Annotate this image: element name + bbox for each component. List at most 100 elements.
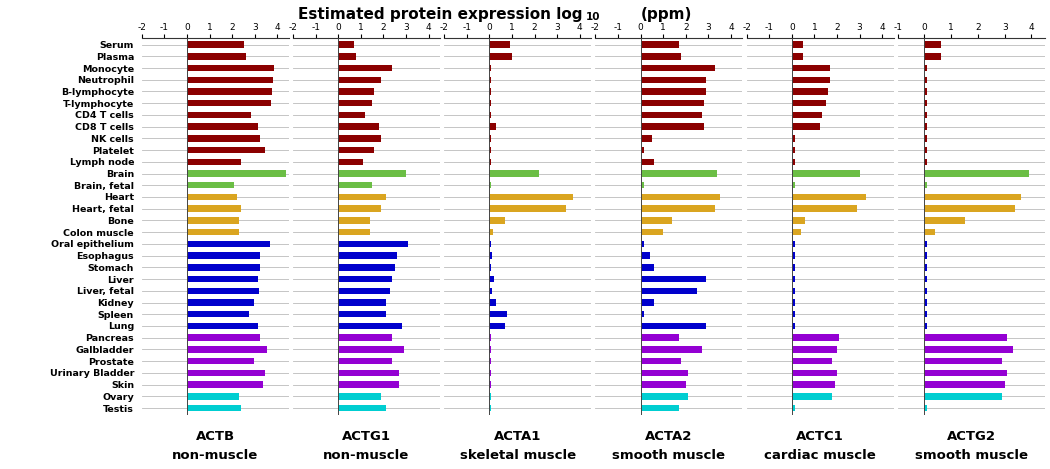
Bar [792, 287, 795, 294]
Bar [489, 299, 497, 306]
Text: ACTB: ACTB [195, 430, 235, 443]
Bar [338, 147, 375, 153]
Bar [640, 112, 701, 118]
Bar [792, 41, 803, 48]
Bar [187, 112, 251, 118]
Bar [640, 170, 717, 177]
Bar [924, 123, 927, 130]
Bar [489, 393, 490, 400]
Bar [338, 100, 372, 106]
Text: ACTA2: ACTA2 [645, 430, 693, 443]
Bar [338, 170, 406, 177]
Bar [489, 334, 490, 341]
Bar [338, 370, 399, 376]
Bar [640, 264, 654, 271]
Bar [187, 170, 287, 177]
Bar [489, 241, 490, 247]
Bar [792, 112, 822, 118]
Bar [489, 159, 490, 165]
Bar [924, 358, 1002, 364]
Bar [489, 182, 490, 189]
Bar [640, 182, 644, 189]
Bar [489, 135, 490, 142]
Bar [640, 311, 644, 318]
Bar [489, 264, 490, 271]
Bar [187, 217, 239, 224]
Bar [338, 393, 381, 400]
Bar [338, 229, 370, 235]
Bar [187, 194, 236, 200]
Bar [187, 393, 239, 400]
Bar [338, 287, 391, 294]
Bar [640, 135, 652, 142]
Bar [338, 159, 363, 165]
Bar [792, 381, 835, 388]
Bar [338, 194, 385, 200]
Bar [924, 370, 1007, 376]
Bar [338, 334, 393, 341]
Bar [924, 182, 927, 189]
Bar [187, 311, 249, 318]
Bar [924, 41, 941, 48]
Bar [187, 41, 244, 48]
Bar [924, 276, 927, 282]
Bar [187, 229, 239, 235]
Bar [187, 252, 260, 259]
Bar [792, 76, 831, 83]
Bar [924, 346, 1012, 353]
Bar [792, 264, 795, 271]
Bar [338, 241, 408, 247]
Bar [924, 147, 927, 153]
Bar [338, 112, 365, 118]
Bar [792, 311, 795, 318]
Bar [187, 159, 242, 165]
Bar [338, 53, 356, 60]
Text: skeletal muscle: skeletal muscle [460, 449, 575, 462]
Bar [640, 53, 681, 60]
Bar [489, 53, 512, 60]
Bar [489, 405, 490, 411]
Bar [338, 88, 375, 95]
Bar [187, 287, 259, 294]
Bar [187, 405, 242, 411]
Bar [187, 358, 254, 364]
Bar [489, 287, 491, 294]
Bar [924, 323, 927, 329]
Bar [924, 241, 927, 247]
Bar [489, 205, 566, 212]
Bar [792, 346, 837, 353]
Bar [640, 346, 701, 353]
Bar [792, 405, 795, 411]
Bar [792, 53, 803, 60]
Text: ACTA1: ACTA1 [494, 430, 542, 443]
Text: cardiac muscle: cardiac muscle [764, 449, 876, 462]
Bar [924, 299, 927, 306]
Bar [640, 393, 688, 400]
Text: 10: 10 [586, 12, 601, 22]
Bar [640, 100, 704, 106]
Bar [924, 76, 927, 83]
Bar [338, 346, 404, 353]
Bar [640, 252, 650, 259]
Bar [640, 88, 707, 95]
Text: non-muscle: non-muscle [172, 449, 258, 462]
Bar [338, 405, 385, 411]
Bar [792, 88, 828, 95]
Bar [489, 112, 490, 118]
Bar [792, 194, 866, 200]
Bar [640, 205, 715, 212]
Bar [187, 88, 272, 95]
Bar [187, 123, 258, 130]
Bar [489, 100, 490, 106]
Bar [338, 252, 397, 259]
Bar [338, 358, 393, 364]
Bar [489, 346, 490, 353]
Bar [338, 217, 370, 224]
Bar [924, 252, 927, 259]
Bar [640, 381, 686, 388]
Bar [338, 381, 399, 388]
Bar [792, 123, 820, 130]
Bar [489, 358, 490, 364]
Bar [187, 264, 260, 271]
Bar [187, 241, 270, 247]
